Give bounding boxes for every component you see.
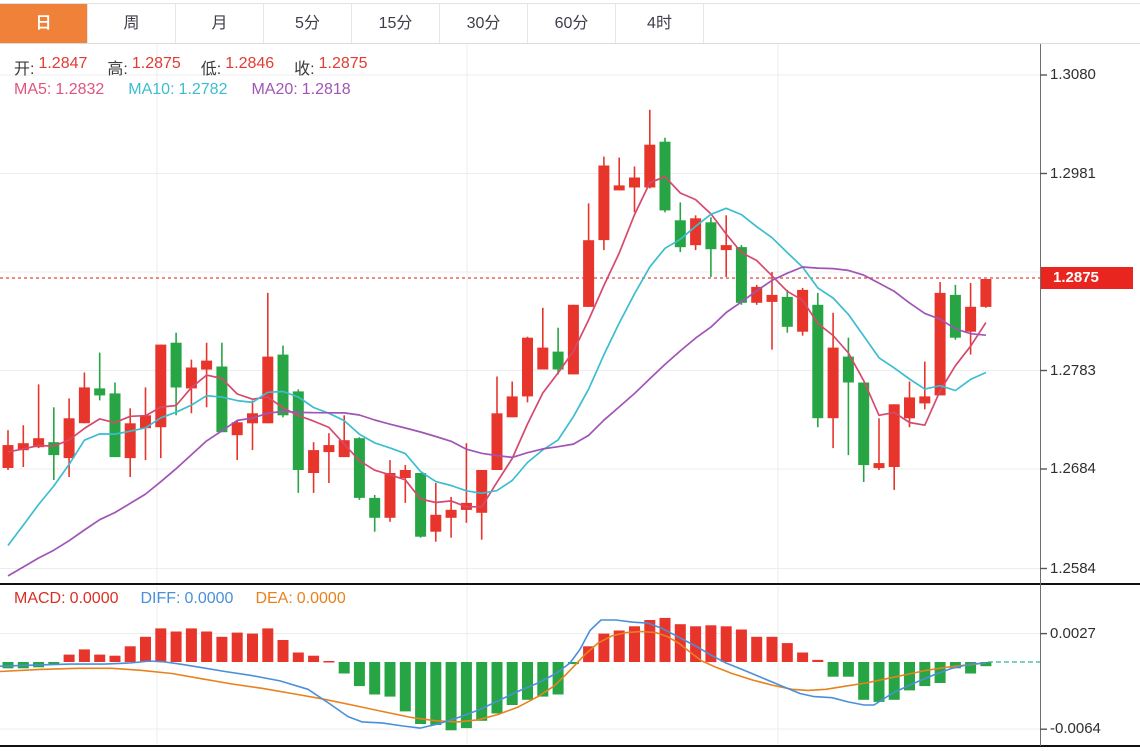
ma-legend: MA5: 1.2832 MA10: 1.2782 MA20: 1.2818 [14,81,351,99]
tab-15min[interactable]: 15分 [352,4,440,43]
candles-layer [2,109,992,542]
tab-5min[interactable]: 5分 [264,4,352,43]
ma-row-ma5: MA5: 1.2832 [14,81,105,98]
price-tick-1.2684: 1.2684 [1050,460,1096,477]
tab-30min[interactable]: 30分 [440,4,528,43]
tab-month[interactable]: 月 [176,4,264,43]
period-tabbar: 日周月 5分 15分 30分 60分 4时 [0,3,1140,44]
diff-line [0,619,987,729]
ohlc-readout: 开: 1.2847 高: 1.2875 低: 1.2846 收: 1.2875 [14,55,368,79]
tab-day[interactable]: 日 [0,4,88,43]
price-tick-1.2981: 1.2981 [1050,165,1096,182]
ma10-line [7,207,987,547]
ma20-line [7,266,986,577]
price-tick-1.2783: 1.2783 [1050,362,1096,379]
macd-row-diff: DIFF: 0.0000 [140,590,234,607]
tab-4hour[interactable]: 4时 [616,4,704,43]
ohlc-row-high: 高: 1.2875 [107,55,181,78]
macd-row-dea: DEA: 0.0000 [255,590,346,607]
price-tick-1.2584: 1.2584 [1050,560,1096,577]
macd-row-macd: MACD: 0.0000 [14,590,119,607]
macd-tick--0.0064: -0.0064 [1050,720,1101,737]
tab-60min[interactable]: 60分 [528,4,616,43]
macd-tick-0.0027: 0.0027 [1050,625,1096,642]
ohlc-row-low: 低: 1.2846 [200,55,275,78]
ohlc-row-open: 开: 1.2847 [14,55,88,78]
macd-legend: MACD: 0.0000 DIFF: 0.0000 DEA: 0.0000 [14,590,346,608]
macd-bars-layer [2,617,992,731]
tab-week[interactable]: 周 [88,4,176,43]
dea-line [0,630,987,723]
price-tick-1.3080: 1.3080 [1050,66,1096,83]
ma-row-ma10: MA10: 1.2782 [128,81,228,98]
ma-row-ma20: MA20: 1.2818 [251,81,351,98]
current-price-tag: 1.2875 [1041,267,1133,289]
ma5-line [7,175,987,508]
ohlc-row-close: 收: 1.2875 [294,55,368,78]
